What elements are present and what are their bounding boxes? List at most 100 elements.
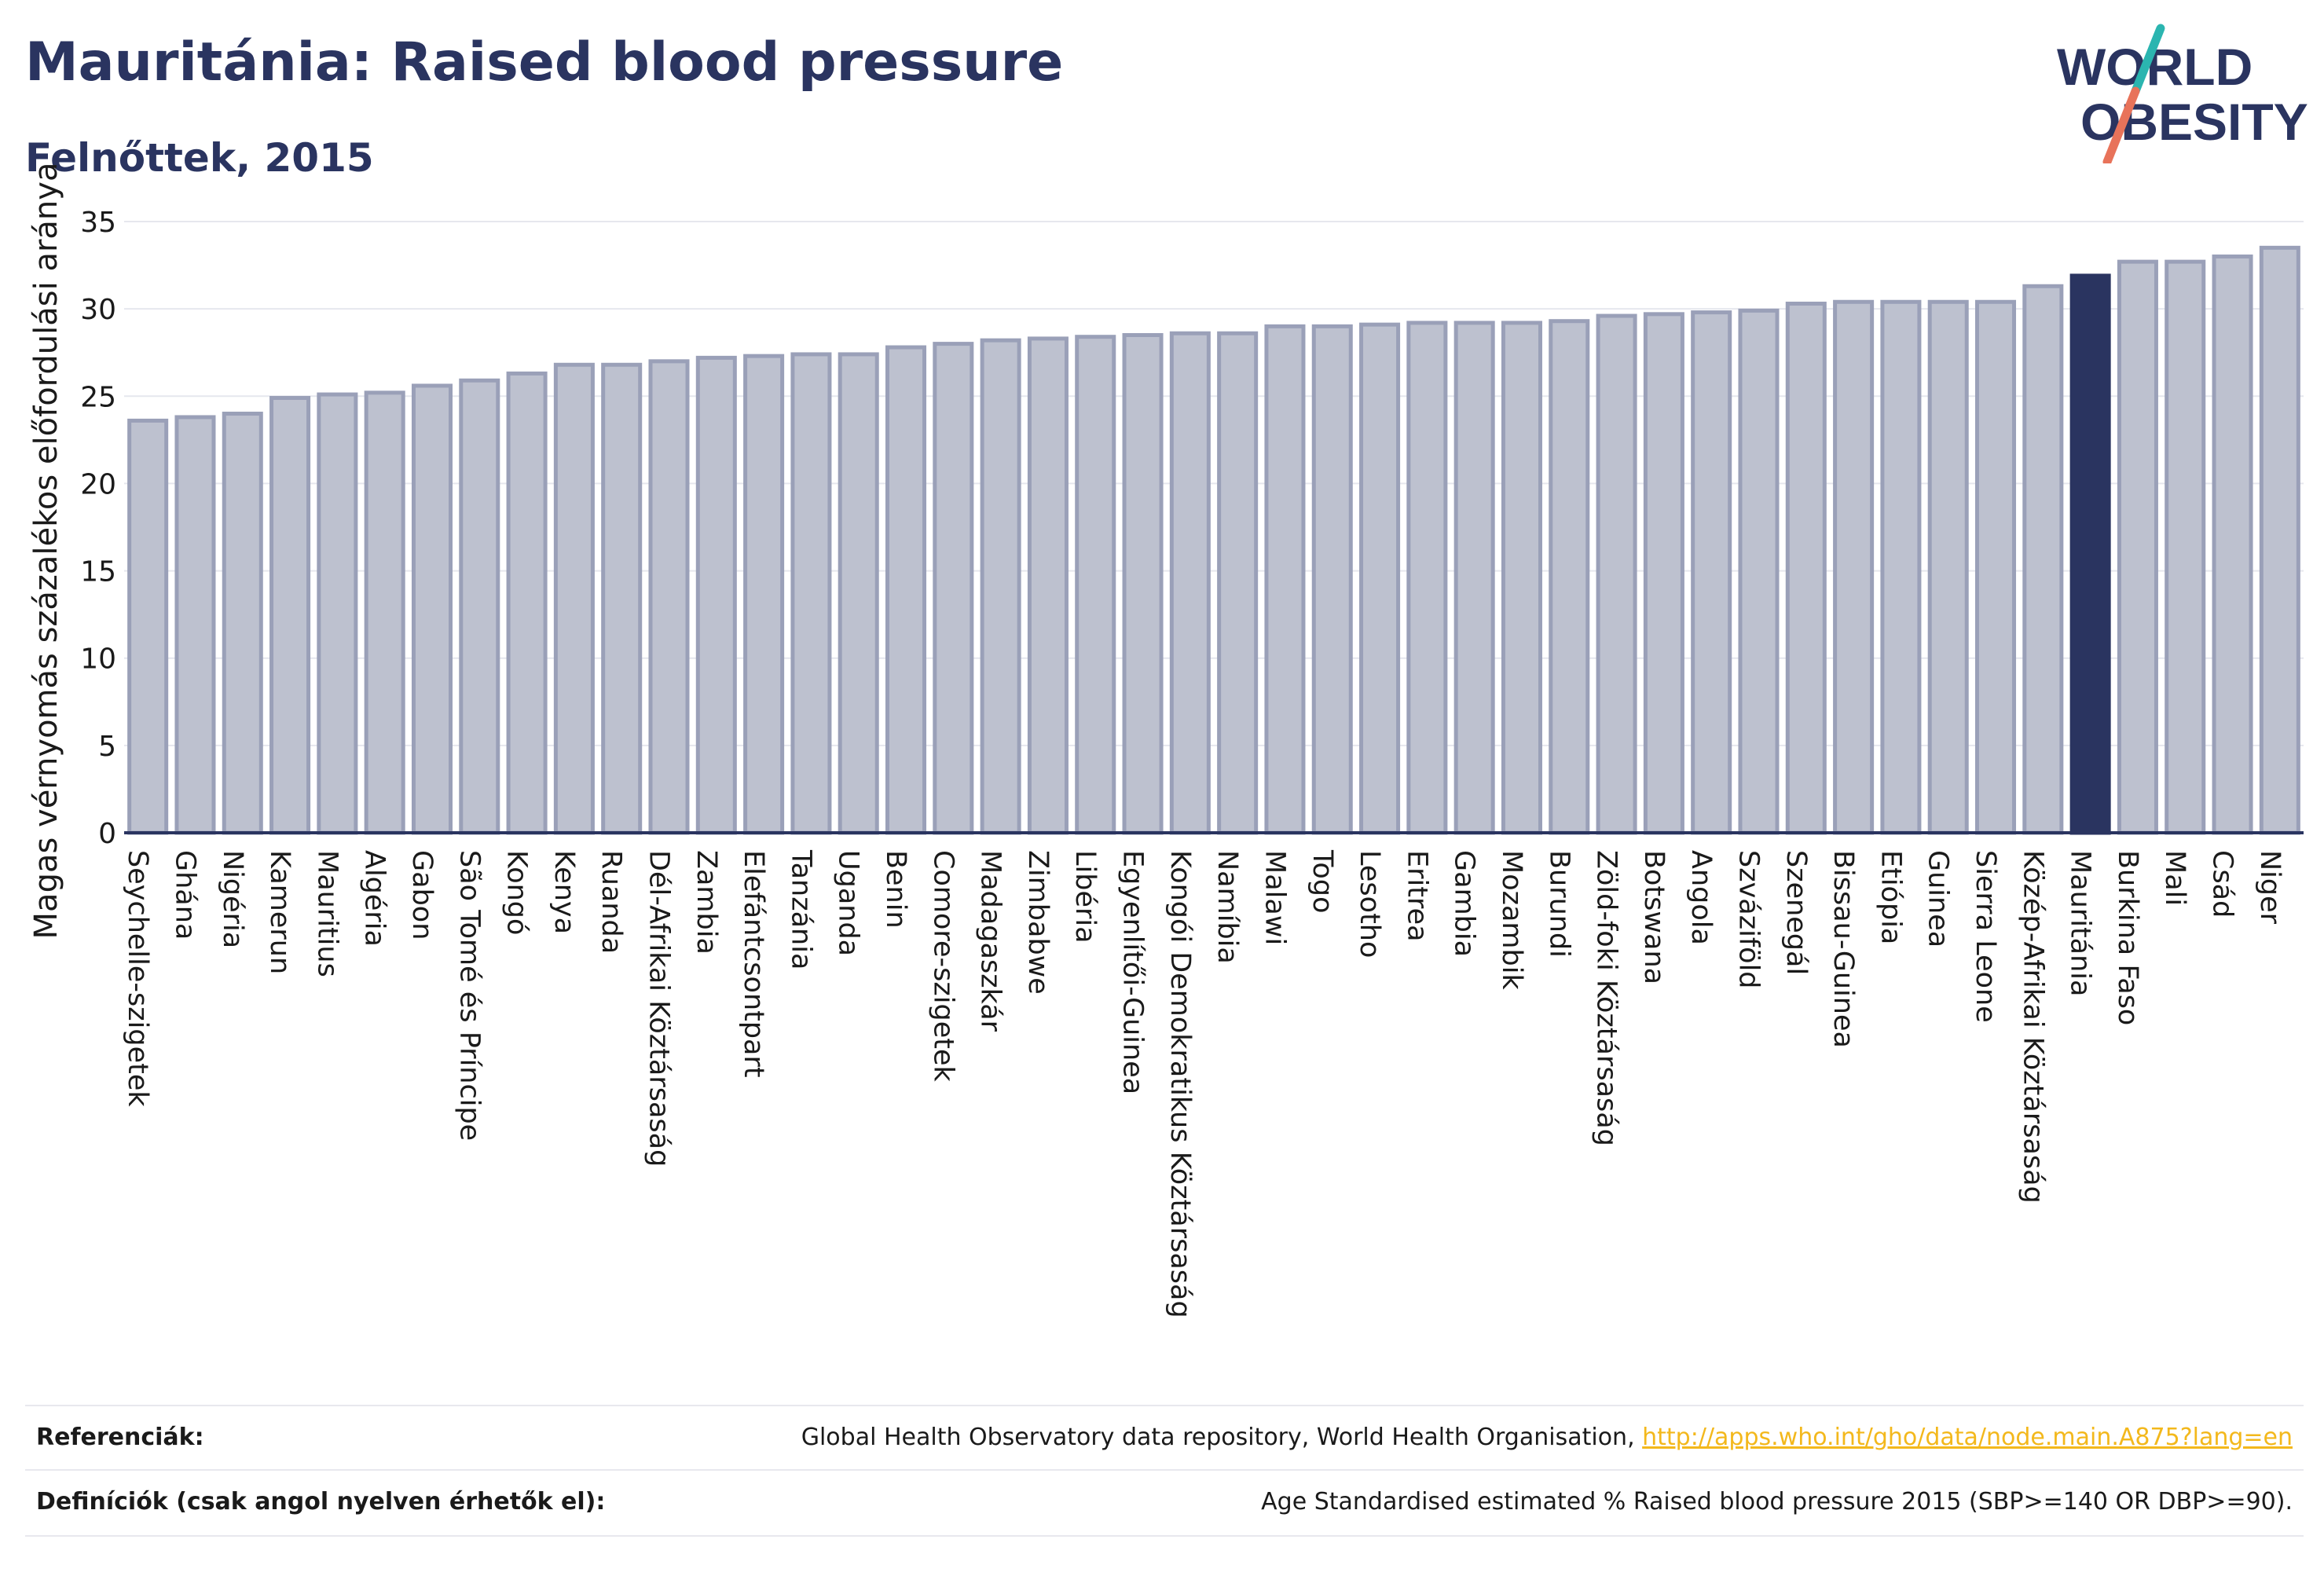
bar-libéria — [1075, 335, 1116, 835]
bar-chart: 0 5 10 15 20 25 30 35 Seychelle-szigetek Ghána Ni… — [28, 163, 2304, 1318]
y-tick-label: 5 — [98, 731, 116, 763]
x-tick-label: Gabon — [406, 850, 438, 940]
references-label: Referenciák: — [36, 1424, 204, 1451]
bar-algéria — [364, 390, 405, 835]
y-tick-label: 20 — [80, 468, 116, 500]
logo-slash-bottom-icon — [2102, 86, 2140, 163]
x-tick-label: Nigéria — [217, 850, 248, 948]
references-row: Referenciák: Global Health Observatory d… — [25, 1405, 2304, 1468]
x-tick-label: Madagaszkár — [975, 850, 1006, 1032]
bar-gambia — [1453, 321, 1495, 835]
y-axis-label: Magas vérnyomás százalékos előfordulási … — [28, 163, 64, 940]
bar-comore-szigetek — [933, 342, 974, 835]
y-tick-label: 10 — [80, 643, 116, 676]
x-tick-label: Ghána — [169, 850, 200, 940]
x-tick-label: Libéria — [1069, 850, 1101, 944]
x-tick-label: Mauritánia — [2065, 850, 2096, 996]
bar-közép-afrikai-köztársaság — [2022, 284, 2064, 835]
chart-title: Mauritánia: Raised blood pressure — [25, 31, 1064, 93]
bar-mozambik — [1501, 321, 1542, 835]
bar-niger — [2259, 245, 2300, 835]
bar-kongói-demokratikus-köztársaság — [1169, 331, 1211, 835]
y-tick-label: 30 — [80, 294, 116, 326]
logo-slash-top-icon — [2131, 24, 2165, 96]
footer-divider — [25, 1535, 2304, 1537]
references-value: Global Health Observatory data repositor… — [801, 1424, 2293, 1451]
x-tick-label: Ruanda — [596, 850, 627, 954]
bar-uganda — [838, 352, 879, 835]
bar-kenya — [553, 362, 595, 835]
x-tick-label: Gambia — [1449, 850, 1480, 957]
x-tick-label: Mauritius — [311, 850, 343, 977]
bar-mauritius — [317, 392, 358, 835]
x-tick-label: Burundi — [1543, 850, 1574, 958]
definitions-label: Definíciók (csak angol nyelven érhetők e… — [36, 1488, 606, 1516]
x-tick-label: Algéria — [359, 850, 390, 947]
bar-malawi — [1264, 324, 1306, 835]
bar-ruanda — [601, 362, 643, 835]
bar-zöld-foki-köztársaság — [1596, 313, 1637, 835]
bar-burkina-faso — [2117, 259, 2158, 835]
x-tick-label: Sierra Leone — [1970, 850, 2001, 1023]
x-tick-label: Szenegál — [1780, 850, 1812, 975]
x-tick-label: Közép-Afrikai Köztársaság — [2017, 850, 2048, 1204]
bar-csád — [2212, 254, 2253, 835]
x-tick-label: Szváziföld — [1733, 850, 1765, 989]
bar-namíbia — [1217, 331, 1259, 835]
bar-togo — [1311, 324, 1353, 835]
x-tick-label: São Tomé és Príncipe — [453, 850, 485, 1141]
bar-zambia — [695, 355, 737, 835]
x-tick-label: Angola — [1685, 850, 1717, 945]
x-tick-label: Eritrea — [1401, 850, 1432, 942]
bar-burundi — [1549, 319, 1590, 835]
x-tick-label: Botswana — [1638, 850, 1670, 984]
bar-kamerun — [269, 396, 311, 835]
bar-szenegál — [1785, 301, 1827, 835]
x-tick-label: Mozambik — [1496, 850, 1527, 990]
x-tick-label: Dél-Afrikai Köztársaság — [643, 850, 675, 1167]
bar-sierra-leone — [1975, 299, 2017, 835]
x-tick-label: Bissau-Guinea — [1827, 850, 1859, 1048]
y-tick-label: 25 — [80, 381, 116, 413]
y-tick-label: 35 — [80, 207, 116, 239]
chart-subtitle: Felnőttek, 2015 — [25, 135, 374, 181]
y-tick-label: 15 — [80, 556, 116, 588]
x-tick-label: Burkina Faso — [2112, 850, 2143, 1025]
x-tick-label: Zimbabwe — [1022, 850, 1054, 995]
bar-kongó — [506, 371, 548, 835]
bar-etiópia — [1880, 299, 1922, 835]
x-tick-label: Niger — [2254, 850, 2286, 925]
references-link[interactable]: http://apps.who.int/gho/data/node.main.A… — [1642, 1424, 2293, 1451]
x-tick-label: Lesotho — [1354, 850, 1385, 958]
bar-dél-afrikai-köztársaság — [648, 359, 690, 835]
bar-lesotho — [1359, 322, 1401, 835]
bar-gabon — [411, 383, 453, 835]
x-tick-label: Uganda — [833, 850, 864, 956]
bar-seychelle-szigetek — [127, 418, 169, 835]
x-tick-label: Guinea — [1923, 850, 1954, 947]
bar-ghána — [174, 415, 216, 835]
bar-egyenlítői-guinea — [1122, 332, 1164, 835]
bar-zimbabwe — [1027, 336, 1069, 835]
x-tick-label: Benin — [880, 850, 911, 929]
x-tick-label: Zöld-foki Köztársaság — [1591, 850, 1622, 1146]
definitions-row: Definíciók (csak angol nyelven érhetők e… — [25, 1469, 2304, 1532]
bar-eritrea — [1406, 321, 1448, 835]
x-tick-label: Namíbia — [1211, 850, 1243, 964]
bar-elefántcsontpart — [743, 354, 785, 835]
x-tick-label: Csád — [2207, 850, 2238, 918]
x-tick-label: Kenya — [548, 850, 580, 934]
bar-s-o-tomé-és-príncipe — [459, 378, 500, 835]
x-tick-label: Kongói Demokratikus Köztársaság — [1164, 850, 1196, 1318]
y-tick-labels: 0 5 10 15 20 25 30 35 — [80, 207, 116, 850]
x-tick-labels: Seychelle-szigetek Ghána Nigéria Kamerun Mau… — [122, 849, 2286, 1318]
x-tick-label: Togo — [1307, 849, 1338, 913]
x-tick-label: Tanzánia — [785, 849, 816, 969]
x-tick-label: Seychelle-szigetek — [122, 850, 153, 1107]
bar-szváziföld — [1738, 308, 1780, 835]
definitions-value: Age Standardised estimated % Raised bloo… — [1261, 1488, 2293, 1516]
x-tick-label: Kamerun — [264, 850, 295, 974]
bar-nigéria — [222, 412, 263, 835]
x-tick-label: Zambia — [691, 850, 722, 955]
x-tick-label: Malawi — [1259, 850, 1290, 945]
